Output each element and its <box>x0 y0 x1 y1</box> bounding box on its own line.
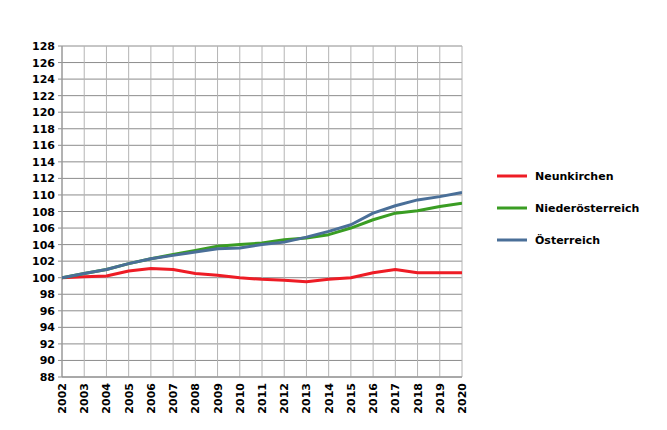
y-tick-label: 108 <box>32 206 55 219</box>
y-tick <box>58 112 62 113</box>
chart: 88 90 92 94 96 98 100 102 104 106 108 110 112 114 116 1… <box>0 0 667 430</box>
y-tick-label: 90 <box>40 354 56 367</box>
x-grid-line <box>284 46 285 377</box>
y-tick <box>58 360 62 361</box>
y-tick <box>58 343 62 344</box>
x-tick-label: 2002 <box>56 383 69 414</box>
x-axis <box>62 377 462 378</box>
y-tick-label: 106 <box>32 222 55 235</box>
y-tick <box>58 62 62 63</box>
legend-label: Niederösterreich <box>535 202 639 215</box>
x-grid-line <box>84 46 85 377</box>
x-tick-label: 2007 <box>167 383 180 414</box>
y-tick <box>58 261 62 262</box>
x-grid-line <box>328 46 329 377</box>
y-tick-label: 120 <box>32 106 55 119</box>
x-tick-label: 2005 <box>123 383 136 414</box>
y-tick-label: 92 <box>40 338 55 351</box>
x-grid-line <box>106 46 107 377</box>
legend: Neunkirchen Niederösterreich Österreich <box>497 170 639 247</box>
x-tick-label: 2004 <box>100 383 113 414</box>
grid <box>58 46 462 377</box>
y-tick-label: 128 <box>32 40 55 53</box>
series-line <box>62 269 462 282</box>
y-tick <box>58 211 62 212</box>
y-tick <box>58 310 62 311</box>
y-tick-label: 88 <box>40 371 55 384</box>
y-tick <box>58 244 62 245</box>
x-grid-line <box>128 46 129 377</box>
x-grid-line <box>217 46 218 377</box>
x-grid-line <box>350 46 351 377</box>
y-tick-label: 94 <box>40 321 56 334</box>
x-grid-line <box>306 46 307 377</box>
y-tick-label: 102 <box>32 255 55 268</box>
x-grid-line <box>173 46 174 377</box>
legend-label: Österreich <box>535 233 600 247</box>
y-tick-label: 100 <box>32 272 55 285</box>
y-tick <box>58 294 62 295</box>
x-tick-label: 2020 <box>456 383 469 414</box>
y-tick <box>58 95 62 96</box>
y-tick-label: 104 <box>32 239 55 252</box>
legend-label: Neunkirchen <box>535 170 613 183</box>
y-tick-label: 124 <box>32 73 55 86</box>
x-tick-label: 2003 <box>78 383 91 414</box>
y-tick-label: 118 <box>32 123 55 136</box>
y-tick-label: 122 <box>32 90 55 103</box>
x-grid-line <box>262 46 263 377</box>
y-tick-label: 110 <box>32 189 55 202</box>
x-tick-label: 2018 <box>412 383 425 414</box>
x-grid-line <box>62 46 63 377</box>
y-tick <box>58 277 62 278</box>
x-tick-label: 2017 <box>389 383 402 414</box>
x-tick-label: 2016 <box>367 383 380 414</box>
x-tick-label: 2012 <box>278 383 291 414</box>
y-axis <box>62 46 63 377</box>
y-tick <box>58 128 62 129</box>
y-tick-label: 98 <box>40 288 55 301</box>
x-tick-label: 2013 <box>300 383 313 414</box>
y-tick-label: 96 <box>40 305 56 318</box>
legend-swatch <box>497 207 527 210</box>
x-grid-line <box>195 46 196 377</box>
y-tick <box>58 228 62 229</box>
x-grid-line <box>439 46 440 377</box>
x-tick-label: 2014 <box>323 383 336 414</box>
y-tick-label: 114 <box>32 156 55 169</box>
x-grid-line <box>150 46 151 377</box>
x-tick-label: 2015 <box>345 383 358 414</box>
legend-swatch <box>497 239 527 242</box>
y-tick <box>58 194 62 195</box>
x-grid-line <box>395 46 396 377</box>
y-grid-line <box>62 377 462 378</box>
series-line <box>62 192 462 277</box>
x-tick-label: 2009 <box>212 383 225 414</box>
y-tick <box>58 327 62 328</box>
lines <box>62 192 462 281</box>
x-tick-label: 2006 <box>145 383 158 414</box>
legend-swatch <box>497 175 527 178</box>
y-tick <box>58 178 62 179</box>
x-tick-label: 2019 <box>434 383 447 414</box>
x-grid-line <box>462 46 463 377</box>
x-tick-label: 2011 <box>256 383 269 414</box>
x-grid-line <box>239 46 240 377</box>
y-tick <box>58 161 62 162</box>
y-tick-label: 126 <box>32 57 55 70</box>
y-tick-label: 116 <box>32 139 55 152</box>
y-tick <box>58 145 62 146</box>
x-tick-label: 2010 <box>234 383 247 414</box>
y-tick <box>58 79 62 80</box>
y-tick-label: 112 <box>32 172 55 185</box>
y-tick <box>58 46 62 47</box>
x-tick-label: 2008 <box>189 383 202 414</box>
y-tick <box>58 377 62 378</box>
